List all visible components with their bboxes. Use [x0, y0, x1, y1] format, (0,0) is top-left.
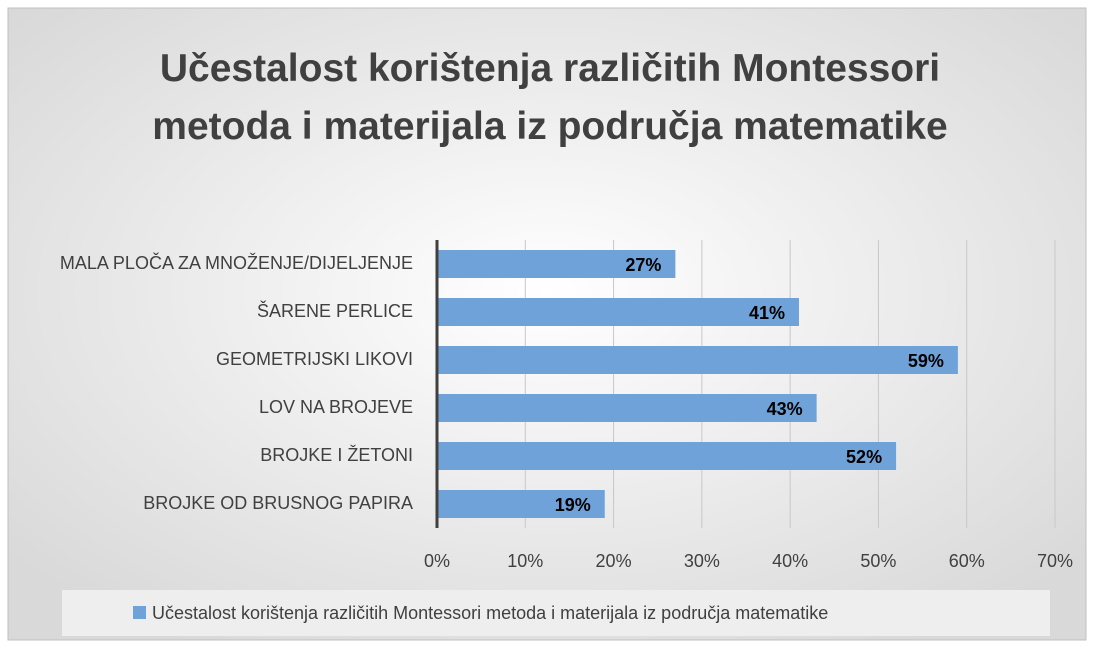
bar [437, 490, 605, 518]
x-tick-label: 20% [596, 551, 632, 571]
bar [437, 298, 799, 326]
data-label: 43% [767, 399, 803, 419]
x-tick-label: 0% [424, 551, 450, 571]
y-tick-label: ŠARENE PERLICE [257, 300, 413, 321]
data-label: 19% [555, 495, 591, 515]
legend-box [62, 590, 1050, 636]
bar [437, 346, 958, 374]
bar [437, 442, 897, 470]
y-tick-label: MALA PLOČA ZA MNOŽENJE/DIJELJENJE [60, 252, 413, 273]
bar [437, 394, 817, 422]
x-tick-label: 40% [772, 551, 808, 571]
x-tick-label: 10% [507, 551, 543, 571]
y-tick-label: GEOMETRIJSKI LIKOVI [216, 349, 413, 369]
y-tick-label: BROJKE OD BRUSNOG PAPIRA [143, 493, 413, 513]
data-label: 59% [908, 351, 944, 371]
x-tick-label: 30% [684, 551, 720, 571]
legend-label: Učestalost korištenja različitih Montess… [152, 603, 828, 623]
legend-swatch [133, 606, 146, 619]
bar [437, 250, 676, 278]
data-label: 27% [625, 255, 661, 275]
y-tick-label: BROJKE I ŽETONI [260, 445, 413, 465]
chart-title: Učestalost korištenja različitih Montess… [152, 47, 948, 148]
data-label: 52% [846, 447, 882, 467]
x-tick-label: 70% [1037, 551, 1073, 571]
y-tick-label: LOV NA BROJEVE [259, 397, 413, 417]
x-tick-label: 50% [860, 551, 896, 571]
x-tick-label: 60% [949, 551, 985, 571]
data-label: 41% [749, 303, 785, 323]
